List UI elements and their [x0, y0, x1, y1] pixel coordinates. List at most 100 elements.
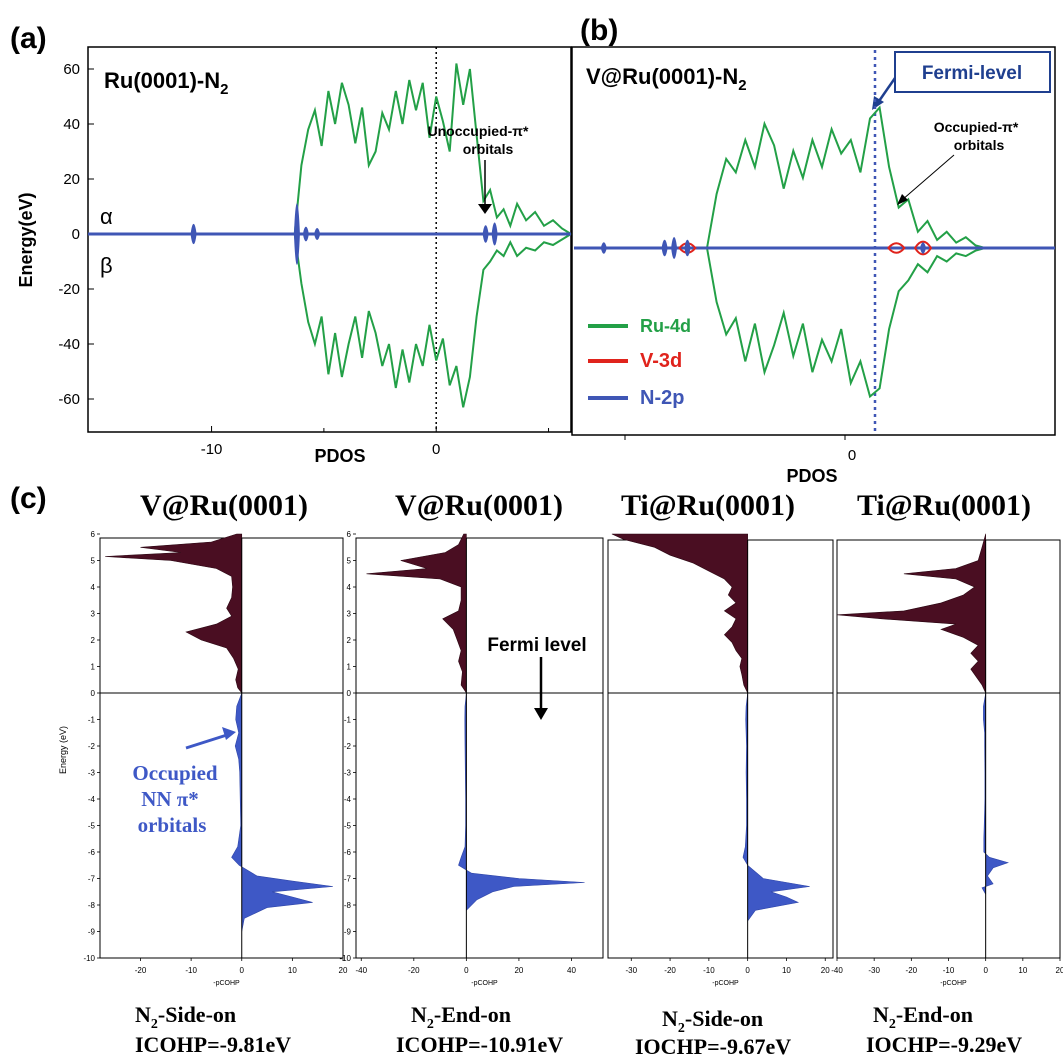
cohp-y-tick-label: -2 [344, 742, 352, 751]
legend-ru4d-label: Ru-4d [640, 316, 691, 336]
cohp-x-tick-label: 20 [821, 966, 830, 975]
cohp-x-axis-label: -pCOHP [471, 980, 498, 987]
cohp-x-tick-label: -10 [943, 966, 955, 975]
panel-b-legend: Ru-4d V-3d N-2p [588, 316, 691, 409]
n2p-peak [919, 242, 927, 254]
panel-a-y-ticks: 60 40 20 0 -20 -40 -60 [58, 61, 94, 408]
panel-b-title: V@Ru(0001)-N2 [586, 64, 747, 94]
panel-b-x-tick-label: 0 [848, 447, 856, 464]
panel-a-y-tick-label: -60 [58, 391, 80, 408]
cohp-x-axis-label: -pCOHP [940, 980, 967, 987]
cohp-antibonding-fill [611, 533, 749, 694]
n2p-peak [190, 223, 197, 245]
cohp-x-tick-label: -30 [625, 966, 637, 975]
fermi-level-arrowhead [534, 708, 548, 720]
cohp-y-tick-label: 5 [91, 557, 96, 566]
ru4d-alpha-curve [293, 63, 572, 235]
cohp-y-tick-label: 4 [347, 583, 352, 592]
spin-label-beta: β [100, 253, 113, 278]
fermi-level-callout-text: Fermi-level [922, 63, 1022, 84]
cohp-x-tick-label: 0 [464, 966, 469, 975]
cohp-x-tick-label: 0 [983, 966, 988, 975]
fermi-level-label: Fermi level [487, 635, 586, 656]
panel-a-x-ticks: -10 0 [201, 426, 550, 458]
cohp-y-tick-label: -2 [88, 742, 96, 751]
cohp-x-tick-label: -20 [664, 966, 676, 975]
caption-1-label: N2-Side-on [135, 1002, 236, 1032]
panel-b-annotation-line2: orbitals [954, 137, 1005, 153]
cohp-y-tick-label: -5 [344, 822, 352, 831]
panel-b-curves [574, 50, 1055, 435]
panel-c: V@Ru(0001) V@Ru(0001) Ti@Ru(0001) Ti@Ru(… [58, 489, 1063, 1058]
cohp-y-tick-label: 2 [91, 636, 96, 645]
cohp-antibonding-fill [366, 533, 467, 694]
cohp-x-axis-label: -pCOHP [712, 980, 739, 987]
cohp-y-tick-label: -1 [88, 716, 96, 725]
caption-1-icohp: ICOHP=-9.81eV [135, 1032, 291, 1057]
cohp-y-tick-label: 0 [347, 689, 352, 698]
cohp-y-tick-label: 4 [91, 583, 96, 592]
cohp-y-tick-label: -6 [88, 848, 96, 857]
cohp-y-tick-label: -3 [88, 769, 96, 778]
panel-a-y-tick-label: 20 [63, 171, 80, 188]
caption-4-label: N2-End-on [873, 1002, 973, 1032]
cohp-x-tick-label: 10 [288, 966, 297, 975]
panel-label-b: (b) [580, 14, 618, 47]
cohp-antibonding-fill [105, 533, 243, 694]
caption-2-icohp: ICOHP=-10.91eV [396, 1032, 563, 1057]
cohp-title-4: Ti@Ru(0001) [857, 489, 1031, 522]
panel-b-x-axis-label: PDOS [786, 466, 837, 486]
cohp-x-tick-label: -40 [831, 966, 843, 975]
cohp-y-tick-label: 6 [91, 530, 96, 539]
cohp-y-tick-label: -7 [344, 875, 352, 884]
cohp-x-tick-label: 10 [782, 966, 791, 975]
ru4d-beta-curve [293, 233, 572, 408]
cohp-y-tick-label: -7 [88, 875, 96, 884]
fermi-level-callout-box [894, 51, 1051, 93]
cohp-y-tick-label: -9 [344, 928, 352, 937]
cohp-y-tick-label: 0 [91, 689, 96, 698]
panel-a-annotation-line1: Unoccupied-π* [428, 123, 529, 139]
panel-a-arrowhead [478, 204, 492, 214]
cohp-title-2: V@Ru(0001) [395, 489, 563, 522]
cohp-y-tick-label: -8 [88, 901, 96, 910]
panel-a-y-tick-label: -40 [58, 336, 80, 353]
cohp-bonding-fill [458, 692, 585, 912]
occupied-annotation-line1: Occupied [132, 761, 217, 785]
panel-a-title: Ru(0001)-N2 [104, 68, 228, 98]
panel-b-annotation-arrow [901, 154, 955, 201]
cohp-x-tick-label: 40 [567, 966, 576, 975]
panel-a-y-axis-label: Energy(eV) [16, 192, 36, 287]
cohp-y-tick-label: -6 [344, 848, 352, 857]
n2p-peak [600, 242, 607, 254]
cohp-y-tick-label: -10 [83, 954, 95, 963]
cohp-x-tick-label: -30 [868, 966, 880, 975]
panel-a-x-tick-label: 0 [432, 441, 440, 458]
panel-label-a: (a) [10, 22, 47, 55]
n2p-peak [314, 228, 321, 240]
panel-b-arrowhead [897, 194, 908, 205]
n2p-peak [661, 239, 668, 257]
cohp-bonding-fill [742, 692, 810, 922]
cohp-panel-frame [99, 537, 344, 959]
panel-a-y-tick-label: 60 [63, 61, 80, 78]
cohp-x-tick-label: -10 [703, 966, 715, 975]
v3d-peak [913, 240, 933, 256]
occupied-annotation-arrow [185, 732, 231, 750]
cohp-y-tick-label: -4 [88, 795, 96, 804]
cohp-x-tick-label: 20 [339, 966, 348, 975]
cohp-title-3: Ti@Ru(0001) [621, 489, 795, 522]
cohp-x-tick-label: -40 [355, 966, 367, 975]
n2p-peak [302, 226, 309, 242]
panel-b-annotation-line1: Occupied-π* [934, 119, 1019, 135]
cohp-y-tick-label: 1 [91, 663, 96, 672]
cohp-panel-4: -40 -30 -20 -10 0 10 20 -pCOHP [831, 533, 1063, 987]
panel-a-x-tick-label: -10 [201, 441, 223, 458]
ru4d-beta-curve [706, 247, 986, 399]
caption-2-label: N2-End-on [411, 1002, 511, 1032]
occupied-annotation-arrowhead [222, 727, 236, 740]
cohp-panel-frame [607, 539, 834, 959]
cohp-y-tick-label: -9 [88, 928, 96, 937]
n2p-peak [293, 203, 300, 265]
